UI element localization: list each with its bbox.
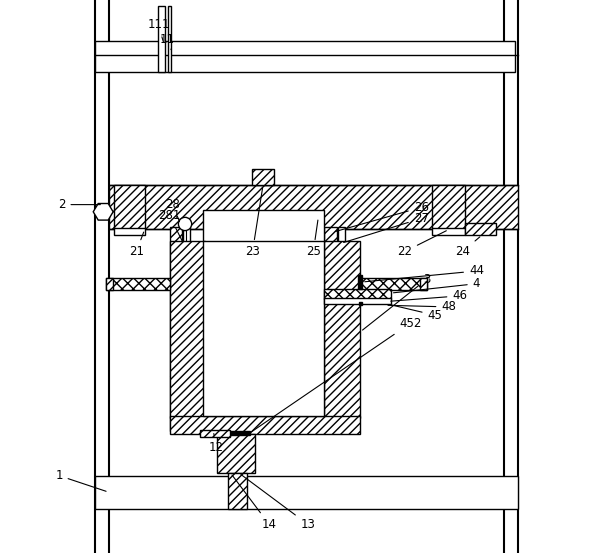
Bar <box>313 217 320 229</box>
Text: 3: 3 <box>362 273 430 330</box>
Bar <box>432 228 465 235</box>
Text: 111: 111 <box>147 18 170 41</box>
Bar <box>313 211 323 217</box>
Bar <box>114 185 145 229</box>
Bar <box>225 431 250 435</box>
Bar <box>202 210 325 404</box>
Text: 27: 27 <box>344 212 429 243</box>
Bar <box>200 430 231 437</box>
Bar <box>325 298 391 304</box>
Bar <box>170 416 361 434</box>
Text: 25: 25 <box>306 220 320 258</box>
Bar <box>228 473 247 509</box>
Text: 44: 44 <box>365 264 484 282</box>
Bar <box>170 376 202 431</box>
Bar <box>217 434 255 473</box>
Bar <box>183 227 190 376</box>
Bar <box>159 6 165 72</box>
Text: 1: 1 <box>55 469 106 491</box>
Text: 22: 22 <box>397 231 446 258</box>
Bar <box>253 169 274 185</box>
Text: 24: 24 <box>455 237 480 258</box>
Bar <box>108 185 518 229</box>
Bar <box>202 376 325 431</box>
Bar <box>325 241 361 418</box>
Bar <box>114 228 145 235</box>
Bar <box>432 185 465 229</box>
Bar <box>361 278 426 290</box>
Text: 46: 46 <box>391 289 467 302</box>
Text: 48: 48 <box>388 300 456 314</box>
Text: 23: 23 <box>245 188 262 258</box>
Bar <box>202 241 325 416</box>
Text: 21: 21 <box>129 232 144 258</box>
Bar <box>358 275 362 289</box>
Circle shape <box>179 217 192 231</box>
Text: 281: 281 <box>158 209 182 241</box>
Text: 28: 28 <box>165 198 180 221</box>
Text: 12: 12 <box>209 434 224 455</box>
Polygon shape <box>93 204 113 220</box>
Text: 13: 13 <box>241 474 315 531</box>
Bar <box>465 223 496 235</box>
Text: 4: 4 <box>394 277 480 293</box>
Bar <box>338 227 345 376</box>
Bar <box>95 41 515 72</box>
Bar <box>325 376 358 431</box>
Text: 452: 452 <box>252 317 421 431</box>
Text: 14: 14 <box>232 475 277 531</box>
Bar <box>168 6 171 72</box>
Bar <box>95 476 518 509</box>
Bar <box>106 278 170 290</box>
Text: 2: 2 <box>58 198 101 211</box>
Bar <box>170 241 205 418</box>
Bar <box>325 289 391 299</box>
Bar <box>359 302 362 305</box>
Bar <box>106 278 113 290</box>
Bar <box>325 227 337 376</box>
Text: 26: 26 <box>335 201 429 232</box>
Bar <box>419 278 426 290</box>
Text: 11: 11 <box>159 33 174 50</box>
Text: 45: 45 <box>391 305 443 322</box>
Bar <box>170 227 181 376</box>
